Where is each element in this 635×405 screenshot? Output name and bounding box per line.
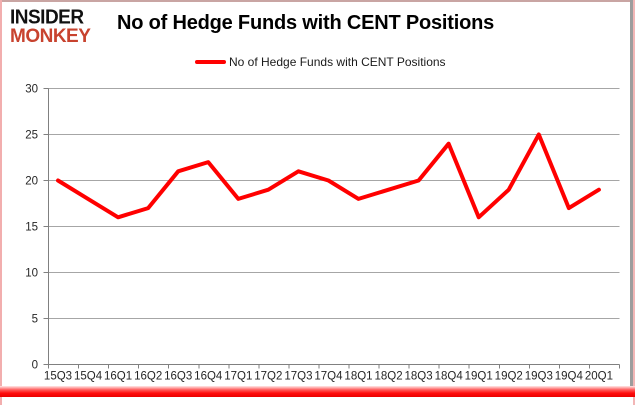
frame-border-left	[0, 0, 2, 405]
x-tick-label: 18Q1	[344, 371, 372, 383]
logo-insider-text: INSIDER	[10, 6, 84, 29]
legend: No of Hedge Funds with CENT Positions	[195, 55, 446, 69]
x-tick-label: 15Q4	[74, 371, 103, 383]
brand-red-bottom-bar	[0, 386, 635, 397]
legend-line-swatch	[195, 60, 226, 64]
y-tick-label: 30	[25, 84, 38, 96]
x-tick-label: 16Q3	[164, 371, 192, 383]
insider-monkey-logo: INSIDER MONKEY	[10, 6, 91, 47]
x-tick-label: 18Q3	[405, 371, 433, 383]
y-tick-label: 15	[25, 222, 38, 234]
x-tick-label: 16Q1	[104, 371, 132, 383]
x-tick-label: 18Q4	[435, 371, 464, 383]
series-line	[56, 132, 601, 220]
logo-monkey-text: MONKEY	[10, 26, 91, 47]
y-tick-label: 0	[32, 360, 38, 372]
frame-border-right-shadow	[630, 0, 633, 395]
x-tick-label: 16Q2	[134, 371, 162, 383]
y-tick-label: 10	[25, 268, 38, 280]
x-tick-label: 18Q2	[374, 371, 402, 383]
x-tick-label: 15Q3	[44, 371, 72, 383]
y-tick-label: 25	[25, 130, 38, 142]
x-tick-label: 17Q3	[284, 371, 312, 383]
x-tick-label: 17Q1	[224, 371, 252, 383]
x-tick-label: 19Q4	[555, 371, 584, 383]
x-tick-label: 17Q4	[314, 371, 343, 383]
legend-label: No of Hedge Funds with CENT Positions	[229, 55, 446, 69]
y-tick-label: 5	[32, 314, 38, 326]
frame-border-right	[633, 0, 635, 405]
x-tick-label: 16Q4	[194, 371, 223, 383]
chart-title: No of Hedge Funds with CENT Positions	[117, 12, 495, 34]
y-tick-label: 20	[25, 176, 38, 188]
frame-border-top	[0, 0, 635, 2]
x-tick-label: 17Q2	[254, 371, 282, 383]
x-tick-label: 19Q1	[465, 371, 493, 383]
x-tick-label: 20Q1	[585, 371, 613, 383]
x-tick-label: 19Q3	[525, 371, 553, 383]
x-tick-label: 19Q2	[495, 371, 523, 383]
